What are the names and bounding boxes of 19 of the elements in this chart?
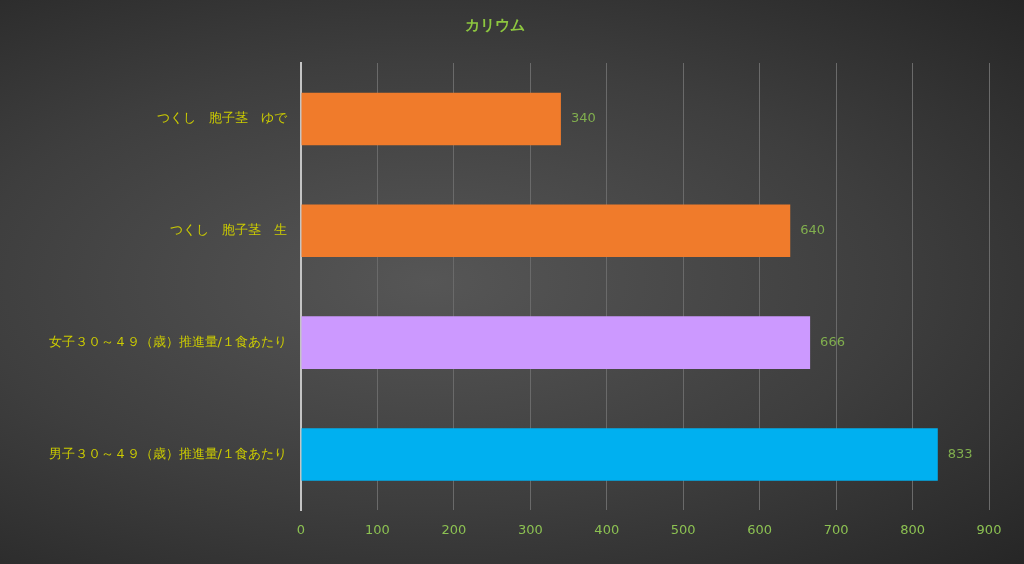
data-label: 833 [947, 445, 973, 461]
x-tick-label: 400 [594, 521, 620, 537]
x-tick-label: 200 [441, 521, 467, 537]
chart-title: カリウム [464, 15, 525, 34]
y-tick-label: 男子３０～４９（歳）推進量/１食あたり [48, 445, 287, 461]
x-tick-label: 600 [747, 521, 773, 537]
data-label: 666 [820, 334, 845, 349]
x-tick-label: 500 [670, 521, 696, 537]
y-tick-label: つくし 胞子茎 ゆで [157, 110, 288, 126]
x-tick-label: 800 [900, 521, 925, 537]
y-tick-label: 女子３０～４９（歳）推進量/１食あたり [48, 334, 287, 349]
x-tick-label: 700 [823, 521, 849, 537]
data-label: 340 [570, 110, 596, 126]
x-tick-label: 900 [976, 521, 1002, 537]
x-tick-label: 100 [365, 521, 390, 537]
y-tick-label: つくし 胞子茎 生 [170, 222, 287, 238]
data-label: 640 [800, 222, 826, 238]
x-tick-label: 0 [296, 521, 306, 537]
x-tick-label: 300 [517, 521, 543, 537]
